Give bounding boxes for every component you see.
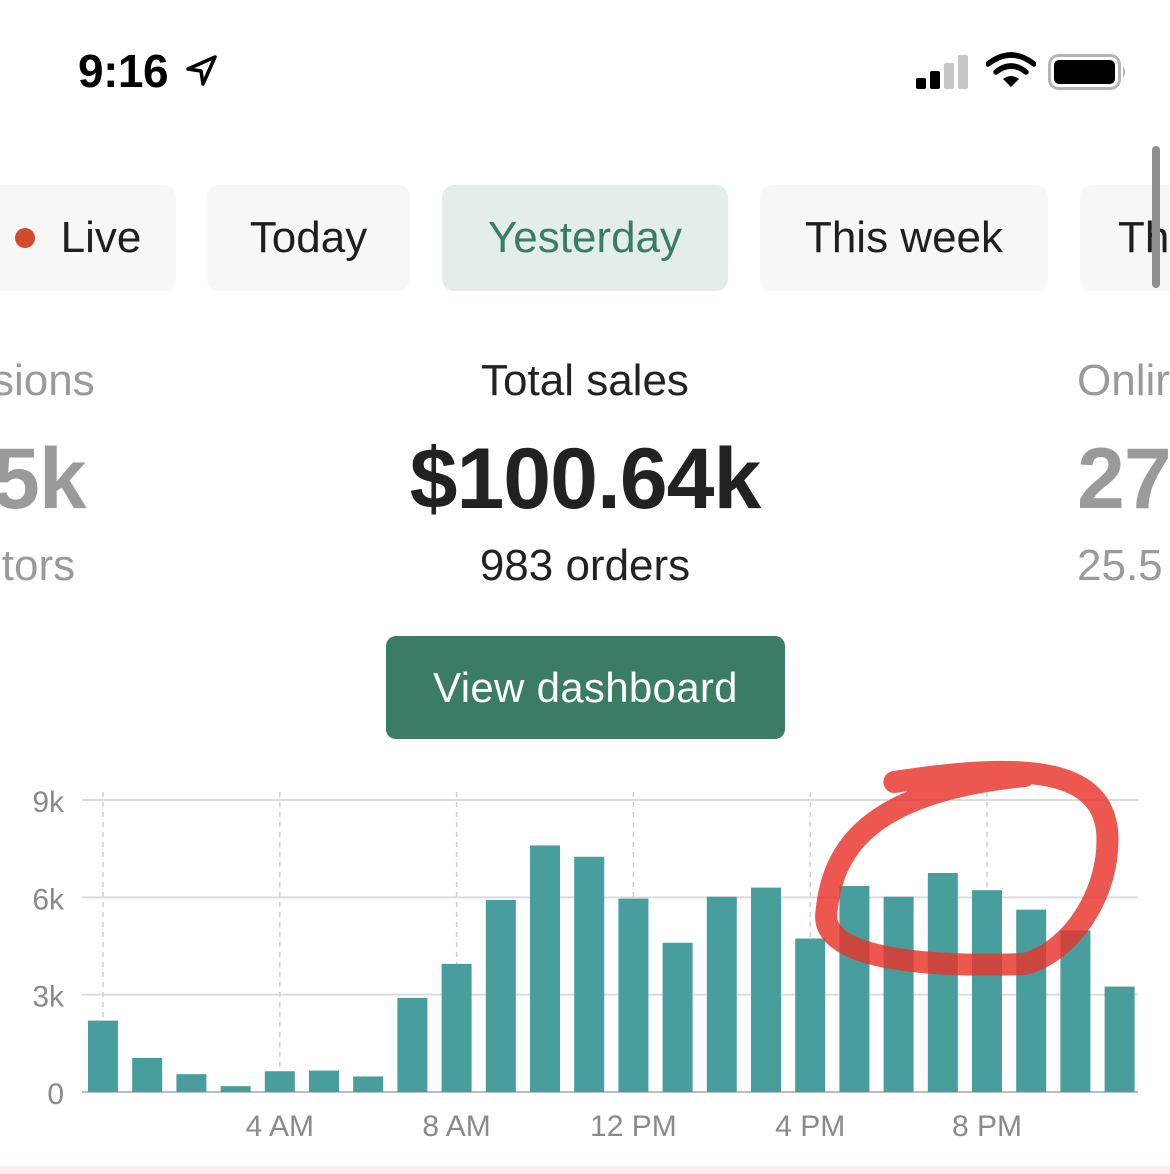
location-arrow-icon (186, 55, 217, 86)
y-tick-label: 9k (32, 786, 65, 819)
bar-5-am (309, 1070, 339, 1092)
bar-3-pm (751, 887, 781, 1092)
bar-11-am (574, 856, 605, 1092)
x-tick-label: 12 PM (590, 1110, 677, 1143)
bar-9-pm (1016, 909, 1047, 1092)
bar-7-am (397, 997, 428, 1092)
bar-4-am (264, 1071, 295, 1092)
tab-today-label: Today (249, 213, 368, 262)
bar-12-am (88, 1020, 118, 1092)
status-time: 9:16 (78, 45, 169, 97)
tab-this-month-label: Th (1118, 213, 1170, 262)
x-tick-label: 8 PM (952, 1110, 1022, 1143)
wifi-icon (986, 52, 1036, 87)
tab-live-label: Live (60, 213, 142, 262)
live-dot-icon (14, 228, 35, 248)
bar-10-am (530, 845, 560, 1092)
metric-left-label: sions (0, 356, 95, 405)
hourly-sales-chart: 0 3k 6k 9k 4 AM 8 AM 12 PM 4 PM 8 PM (32, 760, 1138, 1143)
bar-11-pm (1104, 986, 1135, 1092)
bar-5-pm (839, 885, 870, 1092)
bar-10-pm (1060, 930, 1091, 1092)
x-tick-label: 4 PM (775, 1110, 845, 1143)
bar-6-pm (883, 896, 914, 1092)
y-tick-label: 0 (47, 1078, 64, 1111)
y-tick-label: 6k (32, 883, 65, 916)
metric-right-value: 27 (1077, 431, 1170, 527)
annotation-circle (815, 760, 1119, 976)
bottom-edge (0, 1166, 1170, 1174)
tab-live[interactable]: Live (0, 185, 176, 291)
total-sales-label: Total sales (481, 356, 689, 405)
metric-right-sub: 25.5 (1077, 541, 1163, 590)
battery-icon (1048, 54, 1125, 90)
bar-6-am (353, 1076, 384, 1092)
bar-1-pm (662, 942, 693, 1092)
bar-7-pm (927, 873, 958, 1092)
bar-8-pm (972, 890, 1002, 1092)
bar-3-am (220, 1086, 251, 1092)
bar-12-pm (618, 898, 649, 1092)
tab-this-week-label: This week (804, 213, 1004, 262)
orders-count: 983 orders (479, 541, 691, 590)
tab-this-week[interactable]: This week (760, 185, 1048, 291)
tab-yesterday[interactable]: Yesterday (442, 185, 728, 291)
metric-left-sub: itors (0, 541, 76, 590)
bar-8-am (441, 963, 472, 1092)
bar-2-am (176, 1074, 207, 1092)
bar-1-am (132, 1057, 163, 1092)
x-tick-label: 4 AM (246, 1110, 314, 1143)
tab-yesterday-label: Yesterday (487, 213, 683, 262)
metric-left-value: 5k (0, 431, 87, 527)
bar-4-pm (795, 938, 826, 1092)
metric-right-label: Onlir (1077, 356, 1170, 405)
total-sales-value: $100.64k (409, 431, 762, 527)
y-tick-label: 3k (32, 981, 65, 1014)
cellular-signal-icon (916, 55, 968, 89)
tab-today[interactable]: Today (207, 185, 410, 291)
x-tick-label: 8 AM (422, 1110, 490, 1143)
bar-2-pm (706, 896, 737, 1092)
bar-9-am (485, 899, 516, 1092)
horizontal-scroll-indicator (1152, 146, 1160, 288)
view-dashboard-button[interactable]: View dashboard (386, 636, 785, 739)
